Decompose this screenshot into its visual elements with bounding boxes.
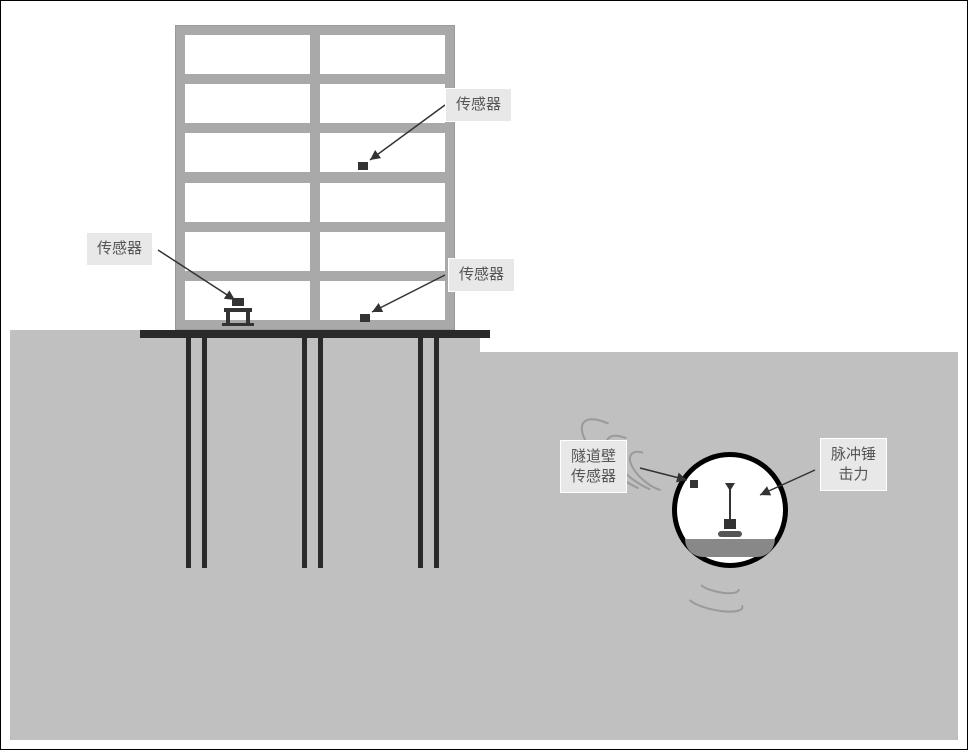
label-tunnel-wall-sensor: 隧道壁传感器 (560, 440, 627, 493)
label-sensor-left: 传感器 (86, 232, 153, 266)
label-sensor-right: 传感器 (448, 258, 515, 292)
label-sensor-top: 传感器 (445, 88, 512, 122)
label-impact-force: 脉冲锤击力 (820, 438, 887, 491)
